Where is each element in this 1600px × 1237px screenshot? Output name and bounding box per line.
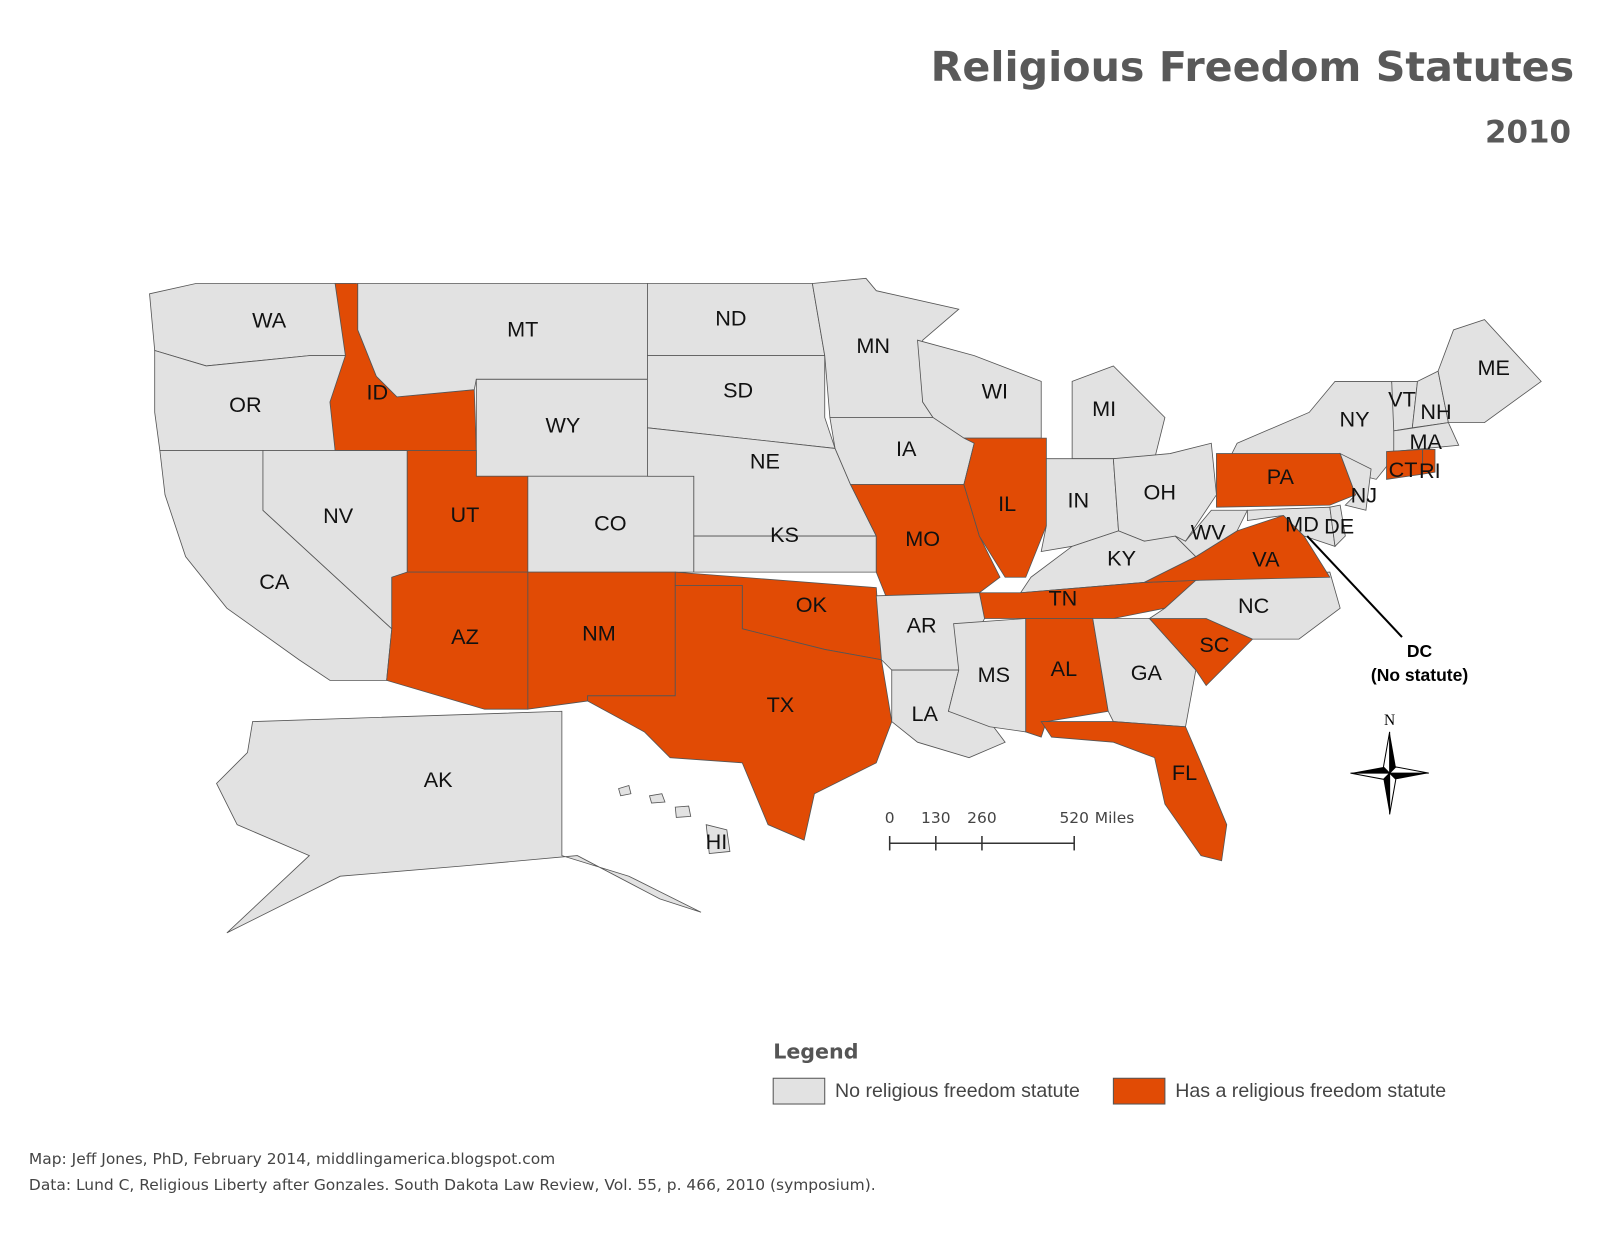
state-shape [587,585,893,841]
state-label: ID [367,379,389,404]
state-label: MS [978,662,1010,687]
state-label: IN [1068,488,1090,513]
state-label: AZ [451,624,479,649]
compass-label: N [1384,712,1395,729]
state-label: NJ [1351,483,1377,508]
state-label: WI [982,378,1008,403]
state-layer [149,277,1542,934]
title: Religious Freedom Statutes [931,43,1574,91]
state-label: TN [1048,586,1077,611]
state-shape [647,355,836,449]
legend-label: Has a religious freedom statute [1175,1080,1446,1102]
state-label: WV [1191,520,1226,545]
state-label: AL [1051,656,1077,681]
scale-tick-label: 130 [921,809,951,827]
scale-tick-label: 0 [885,809,895,827]
state-label: AK [424,767,453,792]
scale-bar: 0 130 260 520 Miles [885,809,1134,851]
legend-swatch [772,1077,826,1105]
state-label: NM [582,621,616,646]
state-label: NE [750,449,780,474]
state-label: IA [896,436,917,461]
state-label: NH [1420,399,1451,424]
state-label: UT [451,502,480,527]
credit-line: Data: Lund C, Religious Liberty after Go… [29,1176,876,1194]
subtitle: 2010 [1485,115,1571,151]
state-label: LA [912,701,939,726]
scale-unit: Miles [1095,809,1134,827]
state-label: CO [594,510,626,535]
state-label: DE [1324,514,1354,539]
state-label: CA [259,569,290,594]
state-shape [1071,365,1166,460]
state-label: MD [1285,511,1319,536]
state-label: RI [1419,458,1441,483]
legend-label: No religious freedom statute [835,1080,1080,1102]
state-label: IL [998,491,1016,516]
dc-label: DC [1407,641,1433,661]
state-label: NY [1340,406,1370,431]
state-label: OH [1144,479,1176,504]
state-label: ME [1478,355,1510,380]
state-label: FL [1172,760,1197,785]
state-label: WA [252,307,287,332]
state-label: KS [770,522,799,547]
scale-tick-label: 260 [967,809,997,827]
legend: Legend No religious freedom statute Has a… [772,1039,1446,1105]
state-label: NC [1238,593,1269,618]
state-label: MN [856,333,890,358]
state-shape [1174,509,1249,558]
label-layer: WA OR CA NV ID MT WY UT AZ CO NM ND SD NE KS OK TX MN IA MO… [229,305,1510,854]
state-label: TX [767,692,795,717]
state-shape [1040,721,1228,862]
state-label: AR [907,612,937,637]
state-label: MT [507,317,538,342]
state-label: SD [723,377,753,402]
scale-tick-label: 520 [1059,809,1089,827]
state-shape [1339,452,1372,511]
state-shape [1329,504,1346,548]
state-label: MA [1409,429,1442,454]
legend-title: Legend [773,1039,858,1063]
state-label: HI [706,829,728,854]
state-shape [618,784,731,854]
dc-note: (No statute) [1371,665,1468,685]
state-label: VA [1252,546,1280,571]
state-label: NV [323,503,354,528]
credit-line: Map: Jeff Jones, PhD, February 2014, mid… [29,1150,555,1168]
state-label: WY [545,412,580,437]
state-label: MO [905,526,940,551]
state-shape [1393,422,1460,452]
dc-leader [1306,535,1403,638]
legend-swatch [1112,1077,1166,1105]
state-label: KY [1107,545,1136,570]
state-label: ND [715,305,746,330]
state-label: PA [1267,464,1295,489]
compass: N [1350,712,1429,815]
state-shape [216,710,702,934]
state-label: MI [1092,396,1116,421]
state-label: VT [1388,387,1416,412]
state-label: CT [1389,457,1418,482]
state-label: OR [229,392,261,417]
state-label: GA [1131,660,1163,685]
state-label: OK [796,592,828,617]
state-label: SC [1199,632,1229,657]
state-shape [1422,449,1436,475]
